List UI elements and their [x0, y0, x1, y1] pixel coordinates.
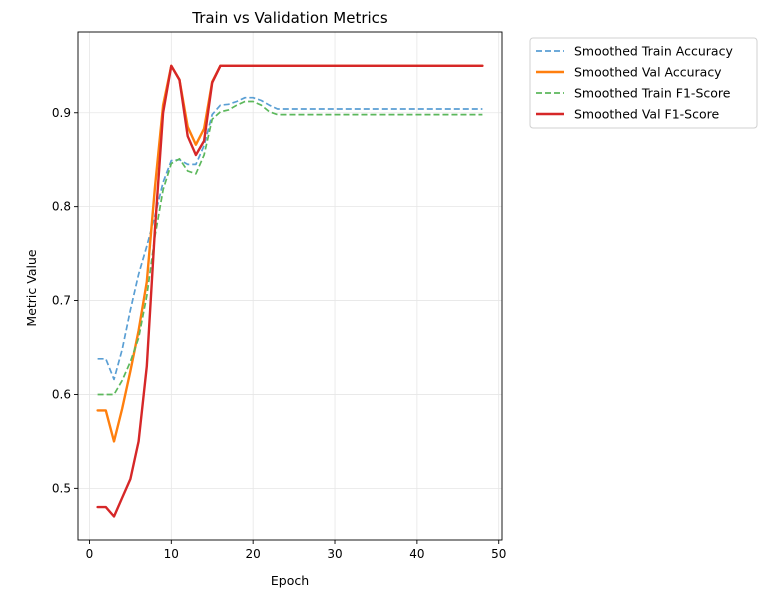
y-tick-label: 0.6: [52, 387, 71, 401]
legend-label-3: Smoothed Train F1-Score: [574, 86, 731, 101]
legend-label-2: Smoothed Val Accuracy: [574, 65, 722, 80]
y-axis-label: Metric Value: [24, 249, 39, 326]
y-tick-label: 0.5: [52, 481, 71, 495]
x-tick-label: 30: [327, 547, 342, 561]
x-axis-ticks: 0 10 20 30 40 50: [86, 540, 506, 561]
gridlines: [78, 32, 502, 540]
plot-frame: [77, 31, 503, 541]
y-tick-label: 0.8: [52, 200, 71, 214]
x-tick-label: 40: [409, 547, 424, 561]
legend: Smoothed Train Accuracy Smoothed Val Accu…: [529, 37, 758, 129]
y-tick-label: 0.7: [52, 294, 71, 308]
legend-label-1: Smoothed Train Accuracy: [574, 44, 733, 59]
legend-label-4: Smoothed Val F1-Score: [574, 107, 719, 122]
y-tick-label: 0.9: [52, 106, 71, 120]
x-tick-label: 20: [246, 547, 261, 561]
x-tick-label: 10: [164, 547, 179, 561]
x-tick-label: 50: [491, 547, 506, 561]
legend-box: [529, 37, 758, 129]
series-line-3: [97, 100, 483, 396]
x-axis-label: Epoch: [271, 573, 309, 588]
x-tick-label: 0: [86, 547, 94, 561]
chart-title: Train vs Validation Metrics: [191, 9, 388, 27]
y-axis-ticks: 0.5 0.6 0.7 0.8 0.9: [52, 106, 78, 495]
series-line-4: [96, 64, 484, 518]
series-line-1: [97, 96, 483, 381]
series-lines: [96, 64, 484, 518]
